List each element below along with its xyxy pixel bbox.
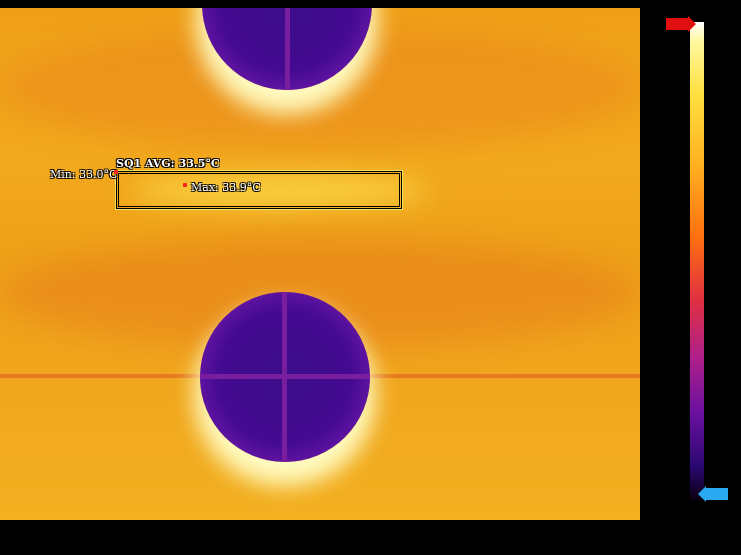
warm-streak xyxy=(130,176,430,206)
max-flag-icon xyxy=(666,16,696,32)
thermal-image[interactable] xyxy=(0,8,640,520)
max-temp-marker xyxy=(183,183,187,187)
scale-max-flag[interactable] xyxy=(652,16,696,46)
vent-bottom xyxy=(200,292,370,462)
min-temp-marker xyxy=(114,170,118,174)
scale-min-flag[interactable] xyxy=(698,474,741,504)
min-flag-icon xyxy=(698,486,728,502)
min-temp-label: Min: 33.0°C xyxy=(50,168,118,181)
color-scale-bar xyxy=(690,22,704,500)
max-temp-label: Max: 33.9°C xyxy=(191,181,261,194)
roi-title: SQ1 AVG: 33.5°C xyxy=(116,157,220,170)
roi-box-sq1[interactable] xyxy=(115,170,403,210)
